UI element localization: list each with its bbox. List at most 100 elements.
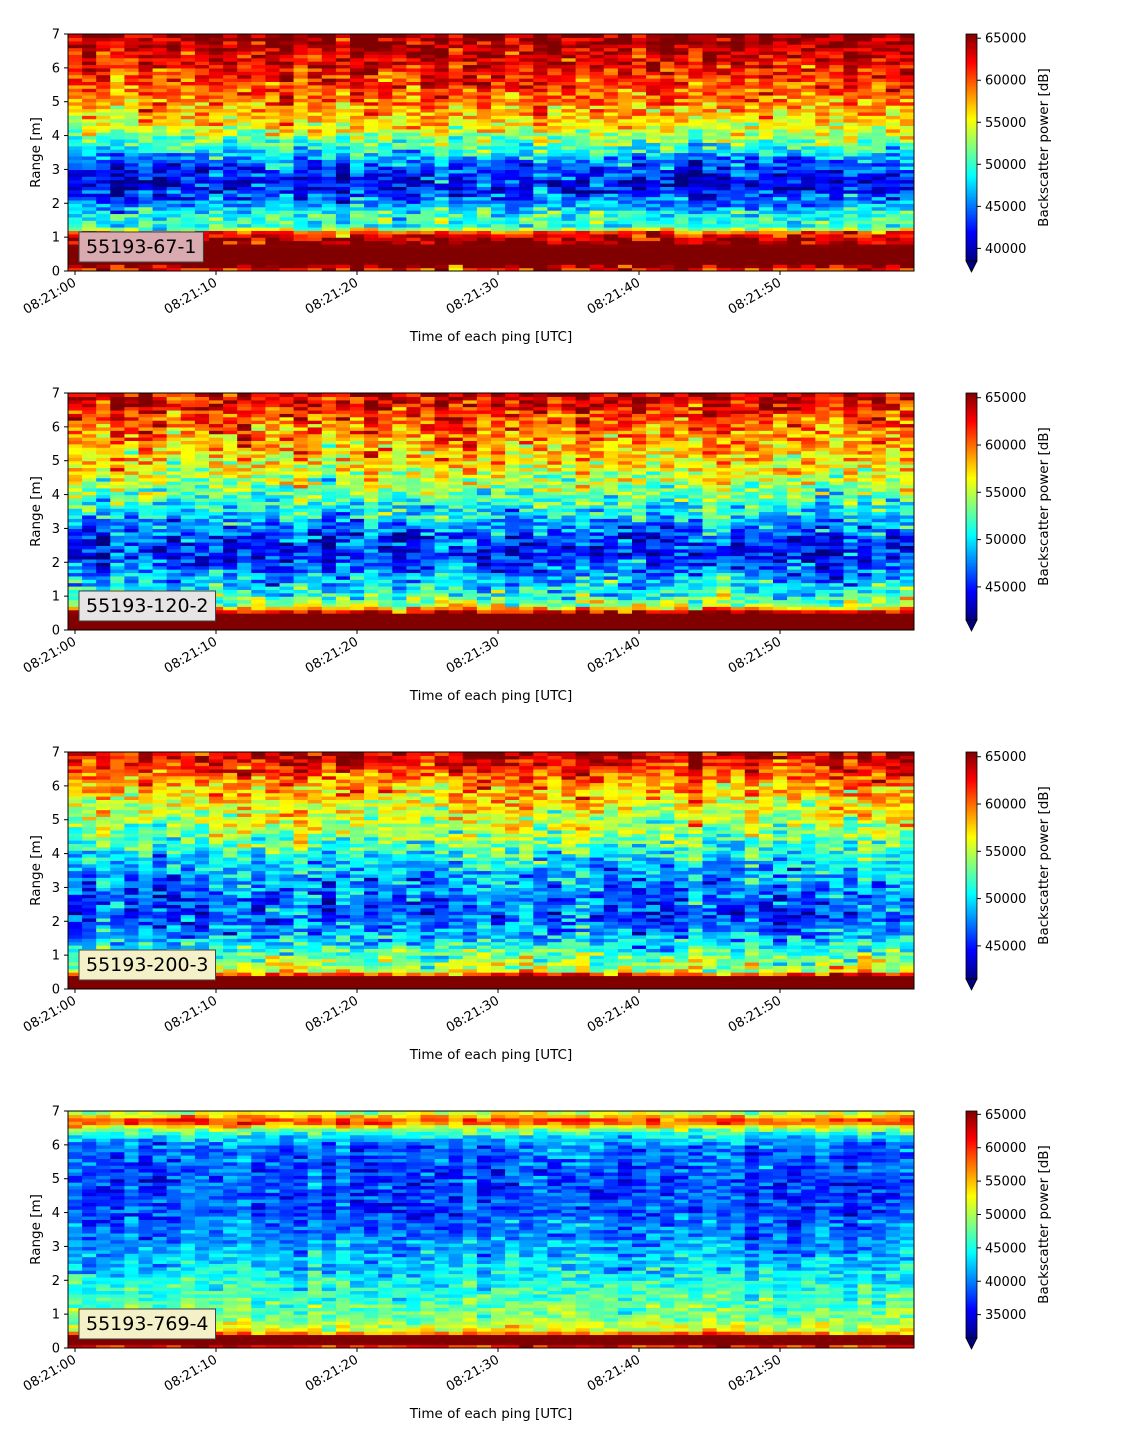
heatmap-cell <box>843 199 859 204</box>
heatmap-cell <box>378 122 393 127</box>
heatmap-cell <box>364 118 379 123</box>
heatmap-cell <box>491 111 506 116</box>
heatmap-cell <box>96 149 111 154</box>
colorbar-segment <box>966 236 977 239</box>
heatmap-cell <box>632 94 647 99</box>
heatmap-cell <box>646 81 661 86</box>
heatmap-cell <box>632 260 647 265</box>
heatmap-cell <box>603 223 619 228</box>
heatmap-cell <box>829 264 845 269</box>
heatmap-cell <box>702 40 718 45</box>
heatmap-cell <box>660 193 675 198</box>
heatmap-cell <box>773 61 788 66</box>
heatmap-cell <box>68 572 83 577</box>
heatmap-cell <box>68 101 83 106</box>
heatmap-cell <box>209 54 224 59</box>
heatmap-cell <box>491 172 506 177</box>
heatmap-cell <box>829 230 845 235</box>
heatmap-cell <box>180 491 196 496</box>
heatmap-cell <box>138 193 154 198</box>
heatmap-cell <box>448 122 464 127</box>
heatmap-cell <box>321 247 337 252</box>
heatmap-cell <box>110 135 125 140</box>
heatmap-cell <box>674 179 689 184</box>
heatmap-cell <box>321 226 337 231</box>
heatmap-cell <box>68 569 83 574</box>
heatmap-cell <box>420 240 436 245</box>
heatmap-cell <box>364 105 379 110</box>
heatmap-cell <box>617 47 633 52</box>
heatmap-cell <box>82 179 97 184</box>
heatmap-cell <box>378 226 393 231</box>
heatmap-cell <box>180 409 196 414</box>
heatmap-cell <box>293 206 309 211</box>
heatmap-cell <box>491 101 506 106</box>
heatmap-cell <box>68 230 83 235</box>
heatmap-cell <box>364 189 379 194</box>
heatmap-cell <box>110 552 125 557</box>
heatmap-cell <box>124 457 140 462</box>
heatmap-cell <box>632 226 647 231</box>
heatmap-cell <box>773 182 788 187</box>
heatmap-cell <box>476 71 492 76</box>
heatmap-cell <box>378 254 393 259</box>
heatmap-cell <box>279 172 295 177</box>
heatmap-cell <box>279 71 295 76</box>
heatmap-cell <box>547 210 563 215</box>
heatmap-cell <box>632 37 647 42</box>
heatmap-cell <box>575 118 591 123</box>
heatmap-cell <box>533 260 548 265</box>
heatmap-cell <box>152 433 168 438</box>
heatmap-cell <box>787 257 802 262</box>
heatmap-cell <box>166 562 182 567</box>
heatmap-cell <box>899 240 914 245</box>
colorbar-segment <box>966 217 977 220</box>
heatmap-cell <box>603 57 619 62</box>
heatmap-cell <box>96 67 111 72</box>
heatmap-cell <box>857 149 873 154</box>
heatmap-cell <box>420 220 436 225</box>
heatmap-cell <box>462 223 478 228</box>
heatmap-cell <box>82 108 97 113</box>
heatmap-cell <box>519 54 534 59</box>
heatmap-cell <box>223 67 238 72</box>
heatmap-cell <box>392 182 407 187</box>
heatmap-cell <box>857 57 873 62</box>
heatmap-cell <box>68 602 83 607</box>
heatmap-cell <box>505 189 520 194</box>
heatmap-cell <box>110 155 125 160</box>
heatmap-cell <box>561 91 577 96</box>
heatmap-cell <box>674 210 689 215</box>
heatmap-cell <box>68 132 83 137</box>
heatmap-cell <box>166 548 182 553</box>
heatmap-cell <box>857 226 873 231</box>
heatmap-cell <box>632 155 647 160</box>
heatmap-cell <box>603 142 619 147</box>
heatmap-cell <box>293 135 309 140</box>
heatmap-cell <box>124 558 140 563</box>
heatmap-cell <box>124 460 140 465</box>
heatmap-cell <box>152 149 168 154</box>
heatmap-cell <box>730 243 746 248</box>
heatmap-cell <box>152 260 168 265</box>
heatmap-cell <box>688 74 704 79</box>
heatmap-cell <box>646 94 661 99</box>
heatmap-cell <box>660 88 675 93</box>
heatmap-cell <box>702 37 718 42</box>
heatmap-cell <box>561 254 577 259</box>
heatmap-cell <box>533 196 548 201</box>
heatmap-cell <box>124 531 140 536</box>
heatmap-cell <box>617 220 633 225</box>
heatmap-cell <box>632 240 647 245</box>
heatmap-cell <box>180 531 196 536</box>
heatmap-cell <box>843 142 859 147</box>
heatmap-cell <box>420 105 436 110</box>
heatmap-cell <box>491 57 506 62</box>
heatmap-cell <box>166 159 182 164</box>
heatmap-cell <box>617 216 633 221</box>
heatmap-cell <box>378 220 393 225</box>
heatmap-cell <box>378 186 393 191</box>
heatmap-cell <box>716 40 732 45</box>
heatmap-cell <box>561 81 577 86</box>
heatmap-cell <box>265 40 281 45</box>
